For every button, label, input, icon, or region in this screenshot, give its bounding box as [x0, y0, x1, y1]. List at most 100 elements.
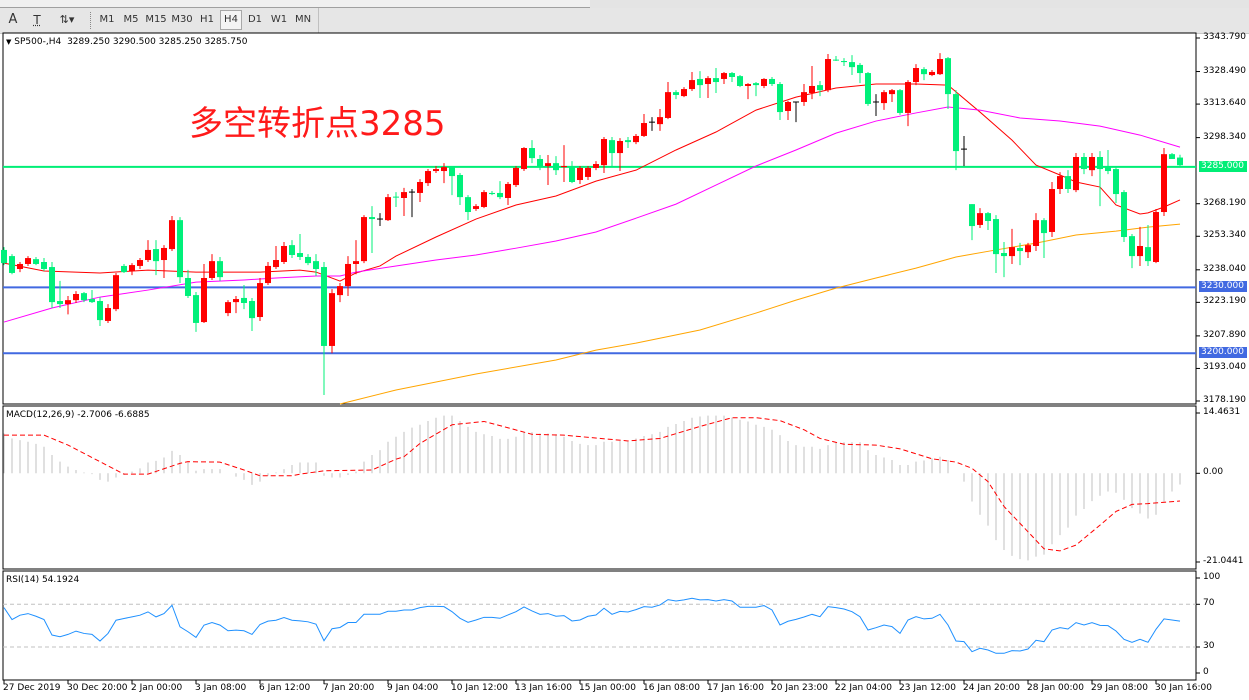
- pivot-annotation: 多空转折点3285: [189, 104, 446, 144]
- candle: [89, 290, 95, 303]
- candle: [1129, 233, 1135, 269]
- period-button-h1[interactable]: H1: [200, 14, 214, 25]
- candle: [185, 269, 191, 298]
- candle: [65, 295, 71, 315]
- candle: [993, 215, 999, 273]
- candle: [801, 84, 807, 106]
- period-button-mn[interactable]: MN: [294, 14, 312, 25]
- candle-body: [625, 140, 631, 143]
- candle: [385, 194, 391, 222]
- candle: [1097, 151, 1103, 207]
- candle: [769, 76, 775, 86]
- candle-body: [945, 58, 951, 95]
- arrows-dropdown-icon[interactable]: ⇅▾: [59, 13, 75, 26]
- candle-body: [481, 192, 487, 207]
- candle-body: [745, 84, 751, 86]
- candle-body: [473, 206, 479, 209]
- candle-body: [217, 261, 223, 278]
- candle-body: [537, 158, 543, 168]
- candle: [273, 245, 279, 270]
- macd-legend: MACD(12,26,9) -2.7006 -6.6885: [6, 410, 150, 420]
- candle-body: [825, 59, 831, 91]
- toolbar-separator: [318, 8, 319, 33]
- text-tool-button[interactable]: A: [8, 12, 18, 27]
- collapse-triangle-icon[interactable]: ▼: [6, 38, 12, 46]
- candle: [1121, 190, 1127, 243]
- text-label-tool-button[interactable]: T: [33, 13, 41, 27]
- period-button-m30[interactable]: M30: [171, 14, 193, 25]
- period-button-w1[interactable]: W1: [270, 14, 288, 25]
- candle: [401, 187, 407, 216]
- candle: [1137, 226, 1143, 266]
- candle-body: [321, 267, 327, 346]
- candle: [393, 192, 399, 207]
- candle: [721, 71, 727, 85]
- candle: [921, 67, 927, 81]
- candle: [697, 71, 703, 99]
- period-button-h4[interactable]: H4: [220, 10, 242, 30]
- candle: [1177, 154, 1183, 167]
- candle: [777, 82, 783, 120]
- candle-body: [273, 260, 279, 268]
- rsi-panel-frame: [2, 570, 1197, 681]
- candle: [753, 82, 759, 97]
- candle-body: [233, 299, 239, 303]
- candle-body: [441, 167, 447, 172]
- toolbar-grip-handle[interactable]: [90, 12, 93, 29]
- period-button-m5[interactable]: M5: [123, 14, 139, 25]
- candle: [257, 278, 263, 321]
- candle: [585, 165, 591, 181]
- candle-body: [185, 278, 191, 296]
- period-button-m15[interactable]: M15: [145, 14, 167, 25]
- candle: [225, 300, 231, 317]
- candle-body: [145, 249, 151, 261]
- period-button-d1[interactable]: D1: [247, 14, 263, 25]
- candle: [441, 163, 447, 184]
- candle-body: [1113, 169, 1119, 195]
- candle: [1041, 218, 1047, 259]
- time-tick-label: 16 Jan 08:00: [643, 683, 700, 693]
- candle-body: [1081, 157, 1087, 170]
- candle-body: [297, 253, 303, 257]
- candle: [969, 204, 975, 241]
- time-tick-label: 9 Jan 04:00: [387, 683, 439, 693]
- candle: [465, 195, 471, 221]
- candle: [49, 262, 55, 309]
- candle: [1145, 224, 1151, 266]
- rsi-line: [3, 597, 1181, 654]
- time-tick-label: 7 Jan 20:00: [323, 683, 375, 693]
- candle: [313, 254, 319, 277]
- candle: [1049, 181, 1055, 238]
- candle: [681, 87, 687, 98]
- candle: [1153, 208, 1159, 264]
- candle-body: [761, 78, 767, 86]
- time-tick-label: 10 Jan 12:00: [451, 683, 508, 693]
- candle: [489, 190, 495, 196]
- candle-body: [169, 220, 175, 250]
- candle-body: [25, 258, 31, 264]
- candle-body: [177, 220, 183, 278]
- candle-body: [1105, 167, 1111, 172]
- candle: [713, 68, 719, 93]
- candle: [793, 101, 799, 123]
- candle: [913, 64, 919, 86]
- time-tick-label: 22 Jan 04:00: [835, 683, 892, 693]
- time-tick-label: 2 Jan 00:00: [131, 683, 183, 693]
- candle-body: [681, 89, 687, 97]
- candle-body: [1097, 157, 1103, 170]
- candle-body: [49, 267, 55, 303]
- candle: [281, 242, 287, 264]
- macd-tick-label: 14.4631: [1203, 407, 1241, 417]
- level-price-label: 3230.000: [1199, 281, 1247, 293]
- candle-body: [1065, 176, 1071, 190]
- candle: [353, 240, 359, 275]
- candle-body: [521, 148, 527, 170]
- candle: [137, 258, 143, 270]
- candle: [217, 256, 223, 281]
- candle: [57, 280, 63, 309]
- period-button-m1[interactable]: M1: [99, 14, 115, 25]
- candle-body: [801, 92, 807, 102]
- candle: [785, 100, 791, 120]
- price-tick-label: 3268.190: [1203, 197, 1246, 208]
